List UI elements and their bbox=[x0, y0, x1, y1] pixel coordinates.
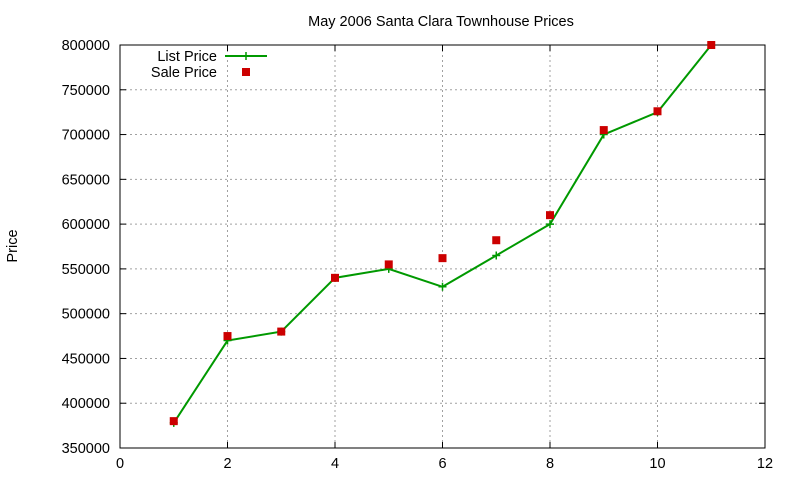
series-sale-price bbox=[169, 41, 716, 426]
y-tick-label: 800000 bbox=[62, 38, 110, 54]
y-tick-label: 700000 bbox=[62, 128, 110, 144]
data-point-square bbox=[546, 211, 554, 220]
x-tick-label: 8 bbox=[546, 456, 554, 472]
data-point-square bbox=[331, 273, 339, 282]
series-list-price bbox=[169, 41, 716, 427]
y-tick-label: 750000 bbox=[62, 83, 110, 99]
y-tick-label: 350000 bbox=[62, 441, 110, 457]
legend-label: Sale Price bbox=[151, 65, 217, 81]
legend-label: List Price bbox=[157, 49, 217, 65]
series bbox=[169, 41, 716, 427]
data-point-square bbox=[223, 332, 232, 341]
x-tick-label: 10 bbox=[649, 456, 665, 472]
data-point-plus bbox=[492, 251, 501, 260]
grid bbox=[120, 45, 765, 448]
data-point-plus bbox=[546, 220, 554, 229]
x-tick-label: 4 bbox=[331, 456, 339, 472]
data-point-square bbox=[707, 41, 716, 49]
x-tick-label: 2 bbox=[223, 456, 231, 472]
y-tick-label: 500000 bbox=[62, 307, 110, 323]
data-point-square bbox=[277, 327, 286, 336]
x-tick-label: 0 bbox=[116, 456, 124, 472]
y-tick-label: 600000 bbox=[62, 217, 110, 233]
x-tick-label: 6 bbox=[438, 456, 446, 472]
data-point-plus bbox=[438, 282, 447, 291]
y-tick-label: 450000 bbox=[62, 351, 110, 367]
chart-title: May 2006 Santa Clara Townhouse Prices bbox=[308, 14, 574, 30]
data-point-square bbox=[438, 254, 447, 263]
data-point-square bbox=[169, 417, 178, 426]
axis-ticks: 350000 400000 450000 500000 550000 600000 6500… bbox=[62, 38, 773, 472]
legend-square-marker bbox=[242, 68, 250, 76]
data-point-square bbox=[599, 126, 608, 135]
y-tick-label: 400000 bbox=[62, 396, 110, 412]
y-tick-label: 550000 bbox=[62, 262, 110, 278]
x-tick-label: 12 bbox=[757, 456, 773, 472]
y-tick-label: 650000 bbox=[62, 172, 110, 188]
data-point-square bbox=[492, 236, 501, 245]
y-axis-label: Price bbox=[5, 229, 21, 262]
legend-plus-marker bbox=[242, 52, 250, 60]
data-point-square bbox=[653, 107, 662, 116]
data-point-square bbox=[384, 260, 393, 269]
